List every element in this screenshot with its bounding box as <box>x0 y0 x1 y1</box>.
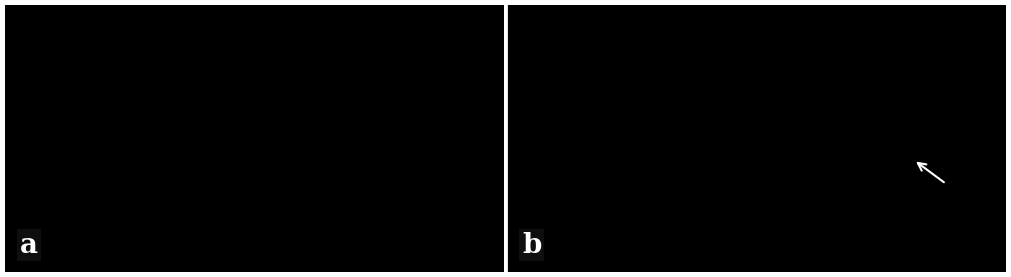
Text: b: b <box>522 232 541 259</box>
Text: a: a <box>20 232 38 259</box>
